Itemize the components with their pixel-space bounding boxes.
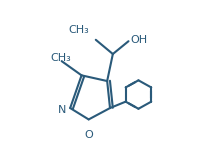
Text: CH₃: CH₃ [68,25,89,35]
Text: O: O [84,130,93,140]
Text: CH₃: CH₃ [50,53,71,63]
Text: OH: OH [130,35,147,45]
Text: N: N [58,105,66,115]
